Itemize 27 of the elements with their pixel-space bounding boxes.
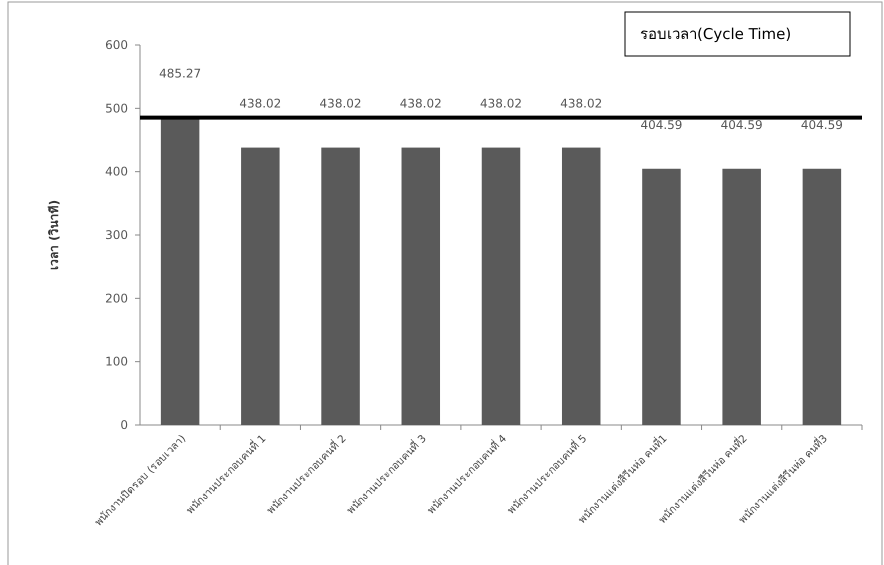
data-label: 438.02 <box>480 96 522 111</box>
data-label: 438.02 <box>400 96 442 111</box>
y-axis-title: เวลา (วินาที) <box>47 200 61 270</box>
bar <box>321 148 360 425</box>
y-tick-label: 500 <box>105 101 128 116</box>
data-label: 438.02 <box>560 96 602 111</box>
y-tick-label: 100 <box>105 354 128 369</box>
ref-line-label: รอบเวลา(Cycle Time) <box>640 25 792 43</box>
bar <box>642 168 681 425</box>
y-tick-label: 300 <box>105 228 128 242</box>
data-label: 404.59 <box>800 118 843 132</box>
data-label: 438.02 <box>239 96 282 111</box>
y-tick-label: 600 <box>105 38 128 52</box>
bar <box>241 148 280 425</box>
data-label: 404.59 <box>640 118 682 132</box>
bar <box>402 148 440 425</box>
bar <box>160 118 200 425</box>
y-tick-label: 0 <box>120 418 128 432</box>
y-tick-label: 400 <box>105 164 128 179</box>
data-label: 404.59 <box>720 118 763 132</box>
data-label: 485.27 <box>159 66 202 81</box>
y-tick-label: 200 <box>105 291 128 306</box>
bar <box>722 168 761 425</box>
bar <box>482 148 520 425</box>
data-label: 438.02 <box>320 96 362 111</box>
bar <box>802 168 842 425</box>
bar <box>562 148 600 425</box>
